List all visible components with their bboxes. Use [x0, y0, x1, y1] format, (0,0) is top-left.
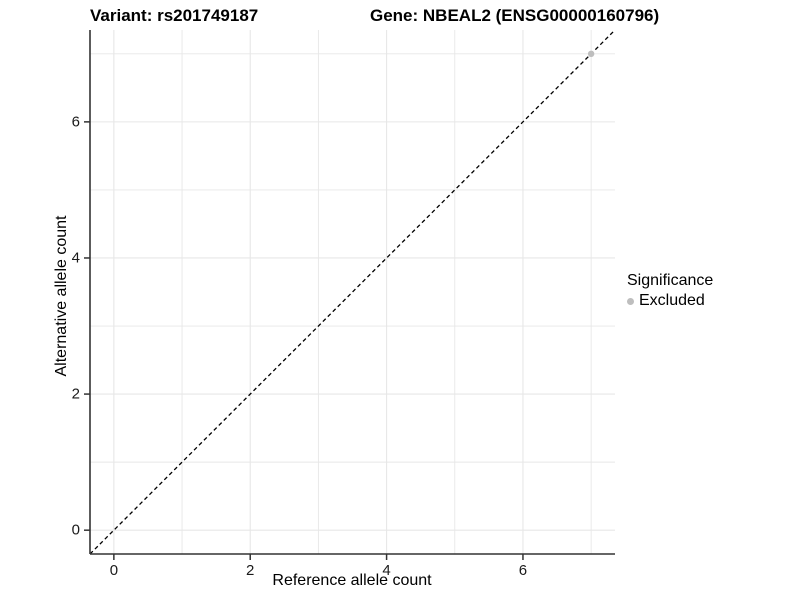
legend: Significance Excluded [627, 272, 713, 310]
x-axis-title: Reference allele count [272, 572, 432, 589]
y-tick-label: 2 [71, 385, 80, 403]
legend-point-icon [627, 297, 634, 305]
legend-item: Excluded [627, 292, 713, 310]
x-tick-label: 0 [109, 562, 119, 579]
x-tick-label: 4 [382, 562, 391, 579]
x-tick-label: 6 [518, 562, 528, 579]
legend-label: Excluded [639, 292, 705, 309]
gene-title: Gene: NBEAL2 (ENSG00000160796) [370, 6, 660, 25]
y-tick-label: 4 [71, 249, 80, 267]
y-tick-label: 6 [71, 113, 80, 131]
data-point [587, 50, 595, 58]
variant-title: Variant: rs201749187 [90, 6, 259, 25]
legend-title: Significance [627, 272, 714, 289]
x-tick-label: 2 [246, 562, 255, 579]
y-tick-label: 0 [71, 521, 80, 539]
legend-items: Excluded [627, 292, 713, 310]
y-axis-title: Alternative allele count [53, 215, 70, 377]
identity-line [89, 29, 616, 555]
